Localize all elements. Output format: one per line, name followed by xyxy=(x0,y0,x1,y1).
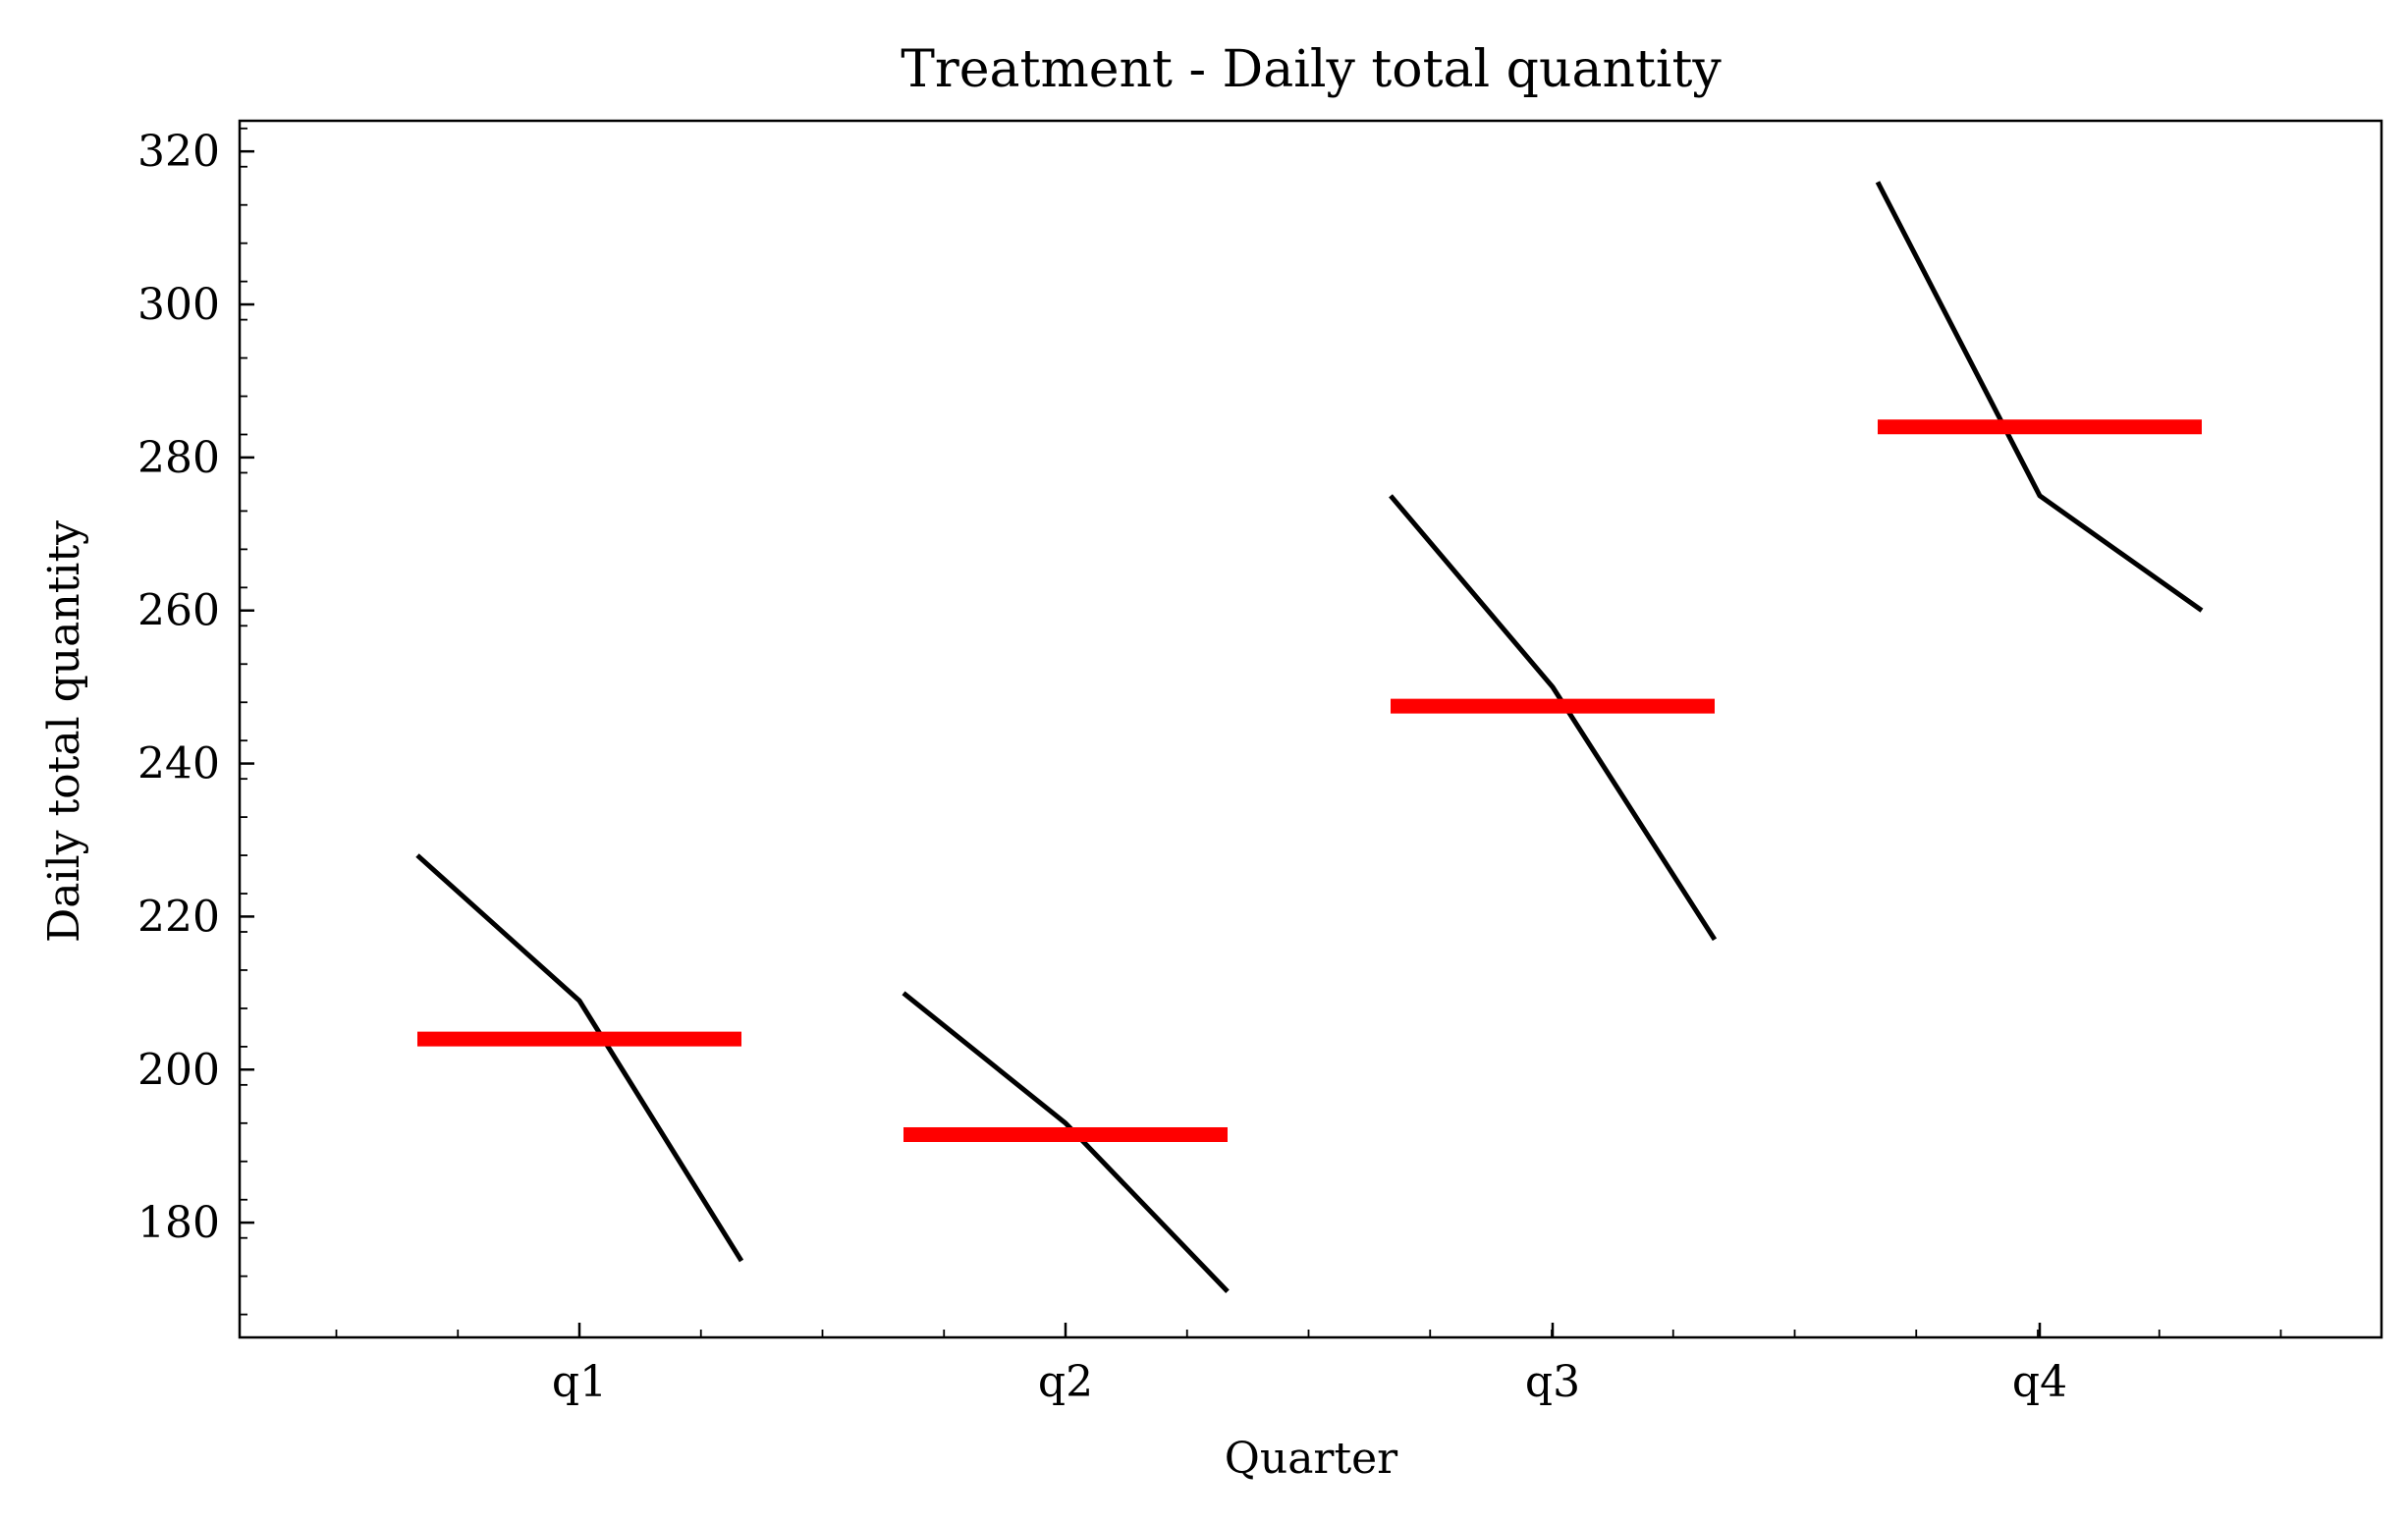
series-line-q2 xyxy=(902,991,1230,1293)
plot-frame xyxy=(238,119,2383,1339)
y-tick-label: 220 xyxy=(137,892,220,942)
x-axis-label: Quarter xyxy=(1225,1434,1398,1484)
series-line-q4 xyxy=(1875,181,2204,613)
y-axis: 180 200 220 240 260 280 300 320 xyxy=(137,127,254,1316)
chart-title: Treatment - Daily total quantity xyxy=(901,40,1722,99)
y-axis-label: Daily total quantity xyxy=(39,520,89,943)
series-line-q1 xyxy=(415,853,744,1263)
x-tick-label: q1 xyxy=(552,1357,607,1407)
x-axis: q1 q2 q3 q4 xyxy=(335,1323,2282,1407)
y-tick-label: 200 xyxy=(137,1045,220,1095)
y-tick-label: 300 xyxy=(137,280,220,330)
x-tick-label: q3 xyxy=(1525,1357,1580,1407)
plot-area xyxy=(238,119,2383,1339)
y-tick-label: 320 xyxy=(137,127,220,177)
x-tick-label: q2 xyxy=(1038,1357,1093,1407)
series-line-q3 xyxy=(1389,494,1718,942)
x-tick-label: q4 xyxy=(2012,1357,2067,1407)
y-tick-label: 240 xyxy=(137,739,220,789)
y-tick-label: 260 xyxy=(137,586,220,636)
series-layer xyxy=(415,181,2204,1293)
y-tick-label: 280 xyxy=(137,433,220,483)
y-tick-label: 180 xyxy=(137,1198,220,1248)
